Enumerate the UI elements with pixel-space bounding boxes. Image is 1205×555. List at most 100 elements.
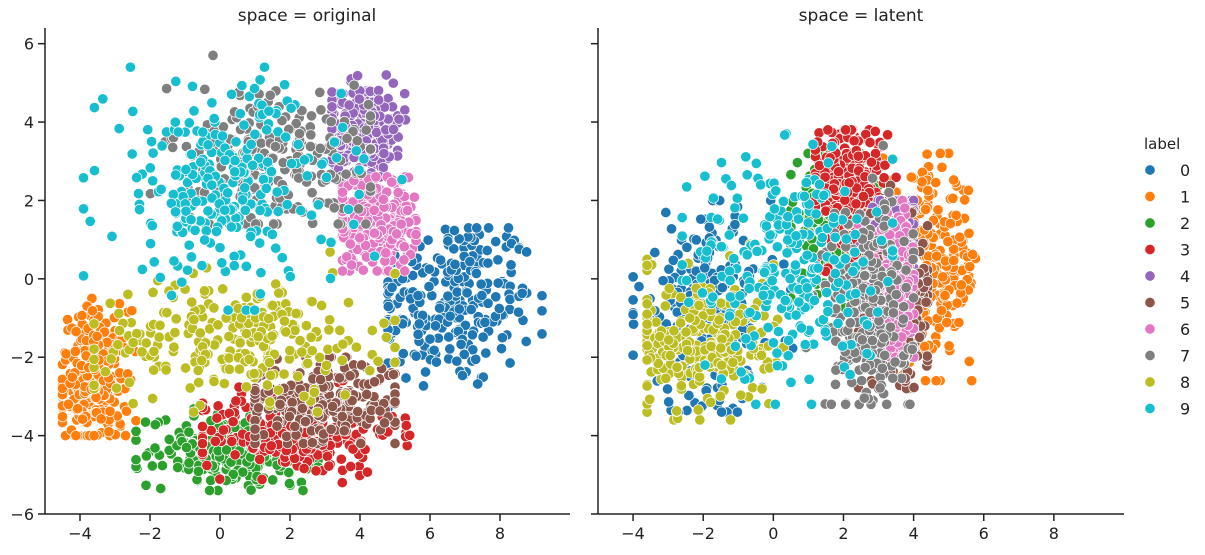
point-label-9 xyxy=(78,173,88,183)
point-label-8 xyxy=(106,354,116,364)
x-tick-label: 8 xyxy=(495,524,505,543)
point-label-6 xyxy=(355,233,365,243)
point-label-7 xyxy=(315,143,325,153)
point-label-9 xyxy=(171,170,181,180)
point-label-9 xyxy=(220,155,230,165)
point-label-2 xyxy=(268,475,278,485)
point-label-9 xyxy=(85,216,95,226)
point-label-6 xyxy=(402,205,412,215)
point-label-0 xyxy=(704,222,714,232)
point-label-7 xyxy=(879,333,889,343)
point-label-2 xyxy=(284,478,294,488)
point-label-9 xyxy=(273,206,283,216)
point-label-8 xyxy=(642,309,652,319)
point-label-8 xyxy=(390,315,400,325)
point-label-8 xyxy=(123,289,133,299)
point-label-9 xyxy=(313,200,323,210)
point-label-3 xyxy=(853,151,863,161)
point-label-7 xyxy=(305,141,315,151)
point-label-9 xyxy=(127,149,137,159)
point-label-8 xyxy=(324,325,334,335)
point-label-9 xyxy=(207,98,217,108)
point-label-8 xyxy=(390,357,400,367)
point-label-4 xyxy=(379,148,389,158)
point-label-5 xyxy=(388,369,398,379)
point-label-8 xyxy=(309,387,319,397)
point-label-9 xyxy=(299,155,309,165)
point-label-9 xyxy=(271,243,281,253)
point-label-8 xyxy=(224,353,234,363)
point-label-9 xyxy=(259,62,269,72)
point-label-0 xyxy=(431,357,441,367)
point-label-8 xyxy=(316,300,326,310)
point-label-3 xyxy=(401,420,411,430)
point-label-9 xyxy=(186,252,196,262)
point-label-0 xyxy=(411,351,421,361)
point-label-7 xyxy=(890,357,900,367)
point-label-7 xyxy=(908,293,918,303)
point-label-7 xyxy=(884,187,894,197)
point-label-0 xyxy=(696,214,706,224)
point-label-8 xyxy=(194,377,204,387)
point-label-9 xyxy=(230,167,240,177)
point-label-5 xyxy=(356,438,366,448)
point-label-8 xyxy=(267,331,277,341)
point-label-9 xyxy=(223,188,233,198)
point-label-9 xyxy=(326,237,336,247)
point-label-8 xyxy=(114,325,124,335)
point-label-7 xyxy=(888,308,898,318)
point-label-8 xyxy=(249,368,259,378)
point-label-3 xyxy=(840,125,850,135)
point-label-5 xyxy=(281,431,291,441)
point-label-0 xyxy=(482,245,492,255)
point-label-8 xyxy=(324,315,334,325)
point-label-7 xyxy=(860,271,870,281)
point-label-8 xyxy=(725,415,735,425)
point-label-7 xyxy=(877,363,887,373)
point-label-3 xyxy=(215,474,225,484)
point-label-8 xyxy=(642,299,652,309)
point-label-8 xyxy=(279,316,289,326)
point-label-0 xyxy=(513,307,523,317)
point-label-9 xyxy=(255,75,265,85)
point-label-0 xyxy=(476,279,486,289)
point-label-0 xyxy=(628,319,638,329)
point-label-4 xyxy=(327,87,337,97)
point-label-0 xyxy=(628,350,638,360)
point-label-1 xyxy=(61,349,71,359)
point-label-8 xyxy=(694,300,704,310)
point-label-9 xyxy=(203,206,213,216)
point-label-9 xyxy=(338,122,348,132)
point-label-0 xyxy=(430,321,440,331)
point-label-1 xyxy=(92,331,102,341)
point-label-7 xyxy=(857,376,867,386)
point-label-9 xyxy=(173,127,183,137)
point-label-0 xyxy=(435,255,445,265)
point-label-7 xyxy=(315,87,325,97)
point-label-9 xyxy=(203,140,213,150)
point-label-9 xyxy=(107,231,117,241)
point-label-7 xyxy=(361,219,371,229)
point-label-0 xyxy=(537,291,547,301)
point-label-7 xyxy=(363,99,373,109)
point-label-9 xyxy=(78,271,88,281)
point-label-9 xyxy=(708,193,718,203)
point-label-1 xyxy=(71,326,81,336)
point-label-8 xyxy=(128,398,138,408)
point-label-9 xyxy=(306,210,316,220)
point-label-1 xyxy=(89,430,99,440)
point-label-0 xyxy=(497,333,507,343)
point-label-8 xyxy=(197,355,207,365)
point-label-0 xyxy=(628,295,638,305)
point-label-1 xyxy=(104,427,114,437)
point-label-9 xyxy=(148,148,158,158)
y-tick-label: −6 xyxy=(10,505,34,524)
point-label-7 xyxy=(880,350,890,360)
point-label-3 xyxy=(231,396,241,406)
point-label-7 xyxy=(908,254,918,264)
point-label-9 xyxy=(98,94,108,104)
point-label-0 xyxy=(682,242,692,252)
point-label-1 xyxy=(942,317,952,327)
point-label-2 xyxy=(147,461,157,471)
